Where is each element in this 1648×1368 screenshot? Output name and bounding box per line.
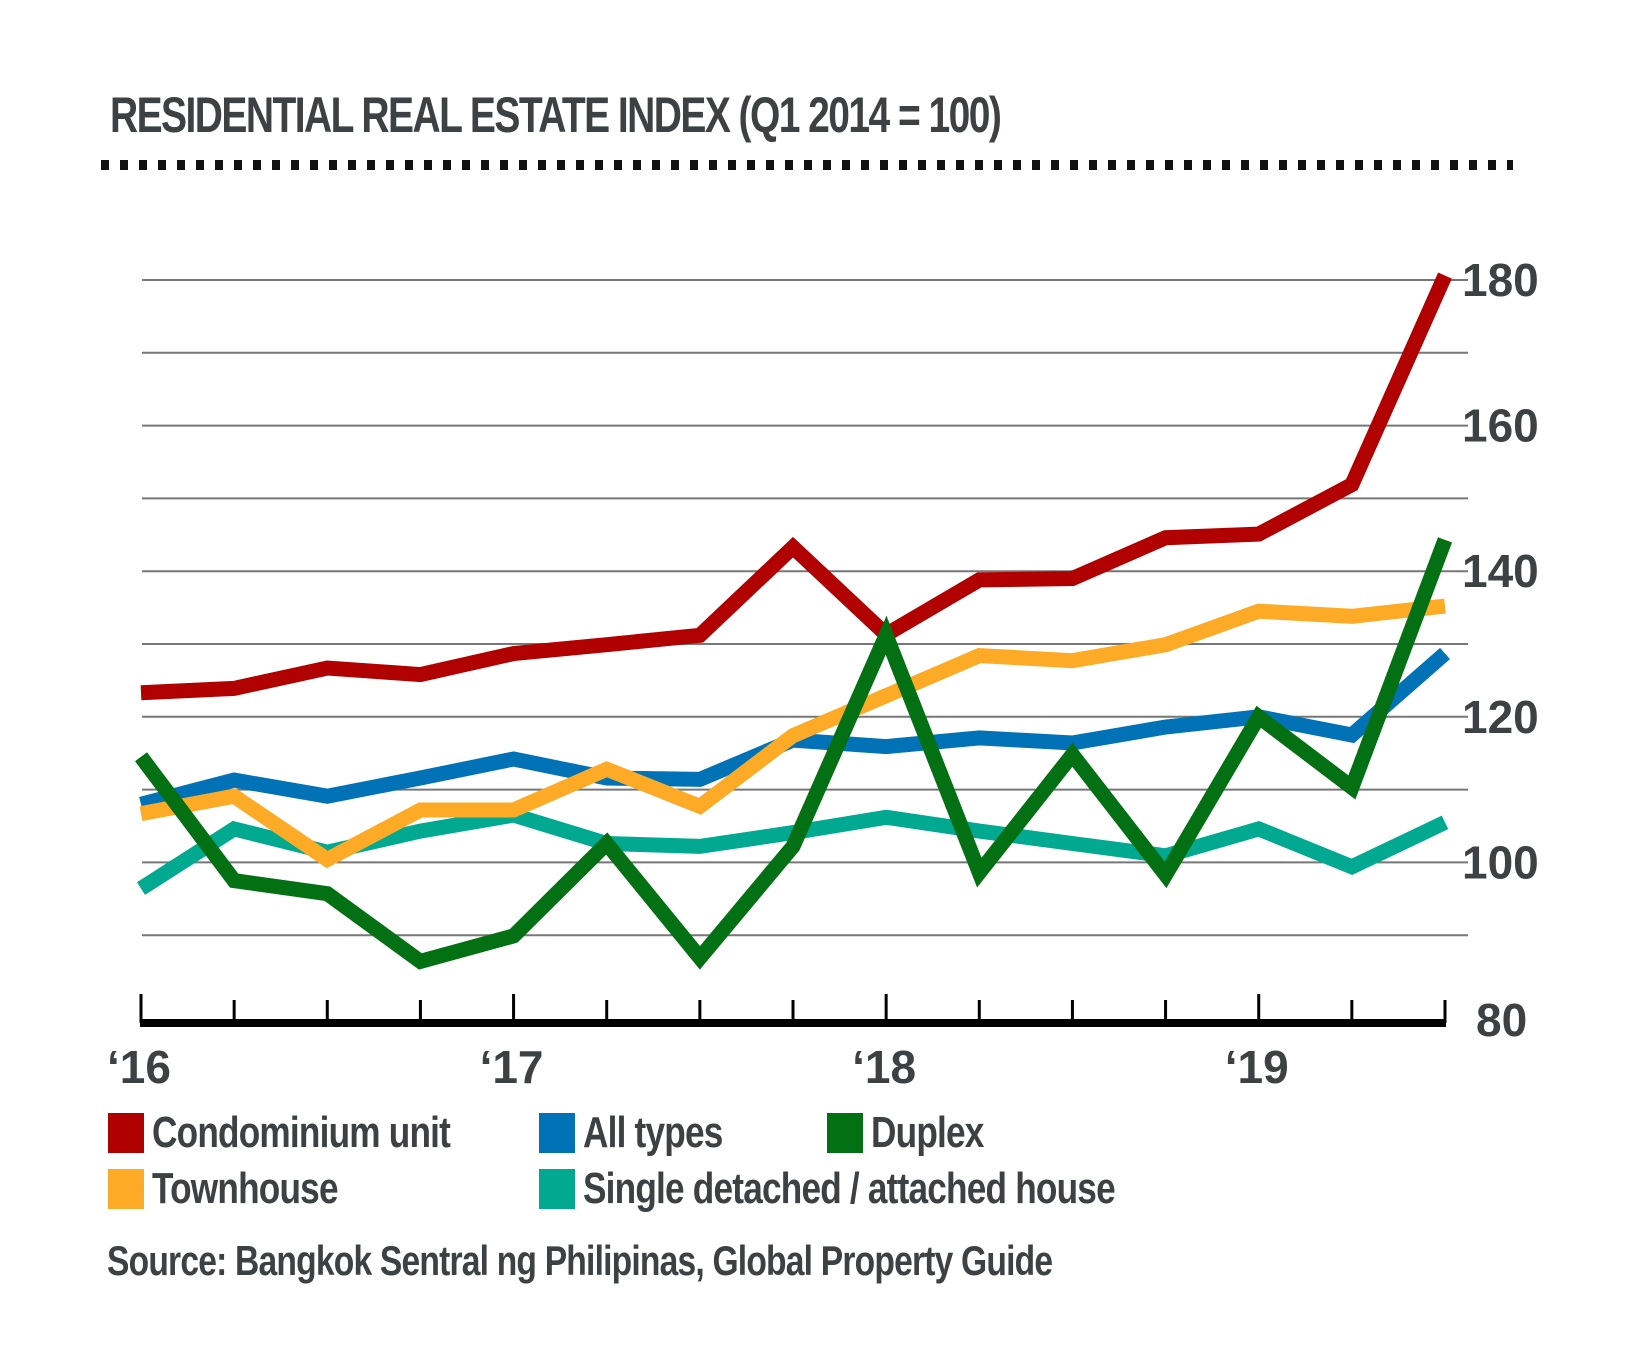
series-line-duplex: [135, 537, 1453, 970]
x-axis: [139, 994, 1447, 1027]
legend-label: Condominium unit: [152, 1108, 451, 1157]
legend-swatch-condominium: [108, 1113, 144, 1153]
source-note: Source: Bangkok Sentral ng Philipinas, G…: [107, 1237, 1053, 1284]
legend-item-townhouse: Townhouse: [108, 1164, 384, 1214]
legend-item-duplex: Duplex: [827, 1108, 1012, 1158]
legend-swatch-all-types: [539, 1113, 575, 1153]
legend-label: Duplex: [871, 1108, 984, 1157]
legend-label: Single detached / attached house: [583, 1164, 1116, 1213]
legend-item-single-detached: Single detached / attached house: [539, 1164, 1248, 1214]
series-lines: [135, 272, 1453, 970]
legend-swatch-townhouse: [108, 1169, 144, 1209]
legend-swatch-duplex: [827, 1113, 863, 1153]
x-tick-label: ‘17: [480, 1041, 544, 1093]
legend-item-condominium: Condominium unit: [108, 1108, 525, 1158]
x-tick-label: ‘19: [1225, 1041, 1289, 1093]
title-divider-dotted: [101, 160, 1513, 170]
x-tick-label: ‘16: [107, 1041, 171, 1093]
y-axis-labels: 80 100 120 140 160 180: [1462, 254, 1539, 1046]
legend-label: All types: [583, 1108, 723, 1157]
y-tick-label: 140: [1462, 545, 1539, 597]
series-line-condominium-unit: [140, 272, 1452, 701]
series-line-townhouse: [139, 598, 1446, 869]
y-tick-label: 80: [1476, 994, 1527, 1046]
legend-label: Townhouse: [152, 1164, 339, 1213]
x-axis-labels: ‘16 ‘17 ‘18 ‘19: [107, 1041, 1289, 1093]
y-tick-label: 160: [1462, 400, 1539, 452]
y-tick-label: 120: [1462, 691, 1539, 743]
legend-swatch-single-detached: [539, 1169, 575, 1209]
chart-title: RESIDENTIAL REAL ESTATE INDEX (Q1 2014 =…: [110, 87, 1002, 143]
x-tick-label: ‘18: [852, 1041, 916, 1093]
y-tick-label: 100: [1462, 836, 1539, 888]
legend-item-all-types: All types: [539, 1108, 757, 1158]
y-tick-label: 180: [1462, 254, 1539, 306]
